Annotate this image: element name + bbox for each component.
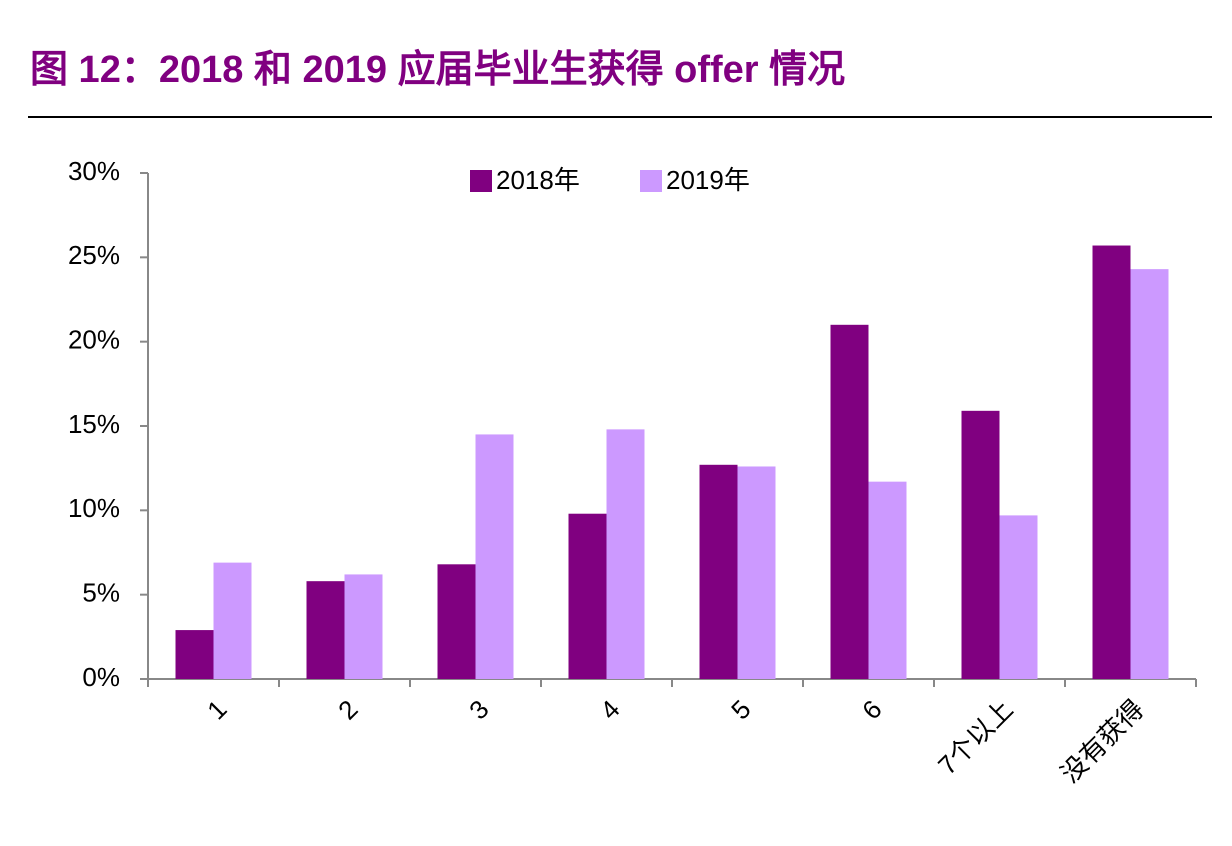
legend-label: 2019年 xyxy=(666,165,750,195)
x-tick-label: 没有获得 xyxy=(1055,694,1150,789)
bar xyxy=(699,464,738,679)
bar xyxy=(175,630,214,679)
bar xyxy=(306,581,345,679)
y-tick-label: 0% xyxy=(82,662,120,692)
y-tick-label: 20% xyxy=(68,325,120,355)
bar xyxy=(737,466,776,679)
x-tick-label: 2 xyxy=(332,694,363,725)
bar xyxy=(344,574,383,679)
legend-swatch xyxy=(470,170,492,192)
bar xyxy=(868,481,907,679)
bar xyxy=(437,564,476,679)
x-tick-label: 3 xyxy=(463,694,494,725)
y-tick-label: 10% xyxy=(68,493,120,523)
bar xyxy=(830,324,869,679)
x-tick-label: 1 xyxy=(201,694,232,725)
x-tick-label: 6 xyxy=(856,694,887,725)
bar xyxy=(213,562,252,679)
bar xyxy=(1130,269,1169,679)
y-tick-label: 30% xyxy=(68,156,120,186)
bar xyxy=(568,513,607,679)
x-tick-label: 7个以上 xyxy=(932,694,1019,781)
bar xyxy=(1092,245,1131,679)
y-tick-label: 25% xyxy=(68,240,120,270)
bar xyxy=(999,515,1038,679)
bar xyxy=(606,429,645,679)
legend-swatch xyxy=(640,170,662,192)
chart-title: 图 12：2018 和 2019 应届毕业生获得 offer 情况 xyxy=(30,49,845,91)
bar xyxy=(961,410,1000,679)
bar xyxy=(475,434,514,679)
y-tick-label: 5% xyxy=(82,578,120,608)
x-tick-label: 5 xyxy=(725,694,756,725)
y-tick-label: 15% xyxy=(68,409,120,439)
legend-label: 2018年 xyxy=(496,165,580,195)
x-tick-label: 4 xyxy=(594,694,625,725)
